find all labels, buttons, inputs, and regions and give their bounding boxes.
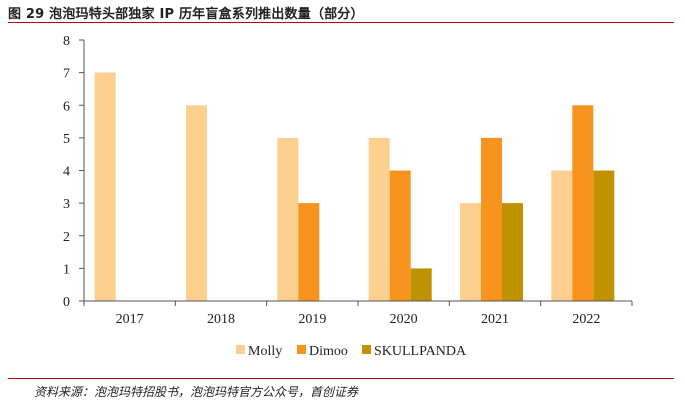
bar-molly-2021 bbox=[460, 203, 481, 301]
bar-skullpanda-2022 bbox=[593, 170, 615, 301]
x-tick-label: 2018 bbox=[207, 312, 235, 327]
y-tick-label: 5 bbox=[63, 132, 70, 147]
source-note: 资料来源：泡泡玛特招股书，泡泡玛特官方公众号，首创证券 bbox=[34, 385, 359, 399]
bar-dimoo-2020 bbox=[389, 170, 411, 301]
bar-skullpanda-2020 bbox=[410, 268, 432, 301]
legend-swatch-molly bbox=[236, 345, 245, 354]
y-tick-label: 2 bbox=[63, 230, 70, 245]
axes-group: 0 1 2 3 4 5 6 7 8 2017 2018 2019 2020 2021 2022 bbox=[63, 34, 633, 327]
legend-swatch-skullpanda bbox=[362, 345, 371, 354]
source-rule bbox=[8, 378, 674, 379]
y-tick-label: 1 bbox=[63, 262, 70, 277]
x-tick-label: 2021 bbox=[481, 312, 509, 327]
legend-label-molly: Molly bbox=[248, 344, 282, 359]
x-tick-label: 2017 bbox=[116, 312, 144, 327]
x-tick-label: 2022 bbox=[572, 312, 600, 327]
bars-group bbox=[94, 72, 615, 302]
legend: Molly Dimoo SKULLPANDA bbox=[236, 344, 467, 359]
bar-molly-2019 bbox=[277, 137, 299, 301]
bar-skullpanda-2021 bbox=[502, 203, 523, 301]
y-tick-label: 0 bbox=[63, 295, 70, 310]
bar-molly-2018 bbox=[186, 105, 207, 302]
figure-title: 图 29 泡泡玛特头部独家 IP 历年盲盒系列推出数量（部分） bbox=[8, 7, 364, 22]
legend-swatch-dimoo bbox=[297, 345, 306, 354]
bar-dimoo-2022 bbox=[572, 105, 594, 302]
bar-dimoo-2019 bbox=[298, 203, 320, 301]
legend-label-skullpanda: SKULLPANDA bbox=[374, 344, 467, 359]
bar-molly-2017 bbox=[94, 72, 116, 301]
legend-label-dimoo: Dimoo bbox=[309, 344, 348, 359]
bar-dimoo-2021 bbox=[481, 137, 502, 301]
y-tick-label: 4 bbox=[63, 165, 70, 180]
y-tick-label: 6 bbox=[63, 99, 70, 114]
title-rule bbox=[8, 22, 674, 23]
bar-molly-2020 bbox=[368, 137, 390, 301]
bar-molly-2022 bbox=[551, 170, 573, 301]
y-tick-label: 7 bbox=[63, 67, 70, 82]
x-tick-label: 2020 bbox=[390, 312, 418, 327]
y-tick-label: 3 bbox=[63, 197, 70, 212]
y-tick-label: 8 bbox=[63, 34, 70, 49]
x-tick-label: 2019 bbox=[298, 312, 326, 327]
